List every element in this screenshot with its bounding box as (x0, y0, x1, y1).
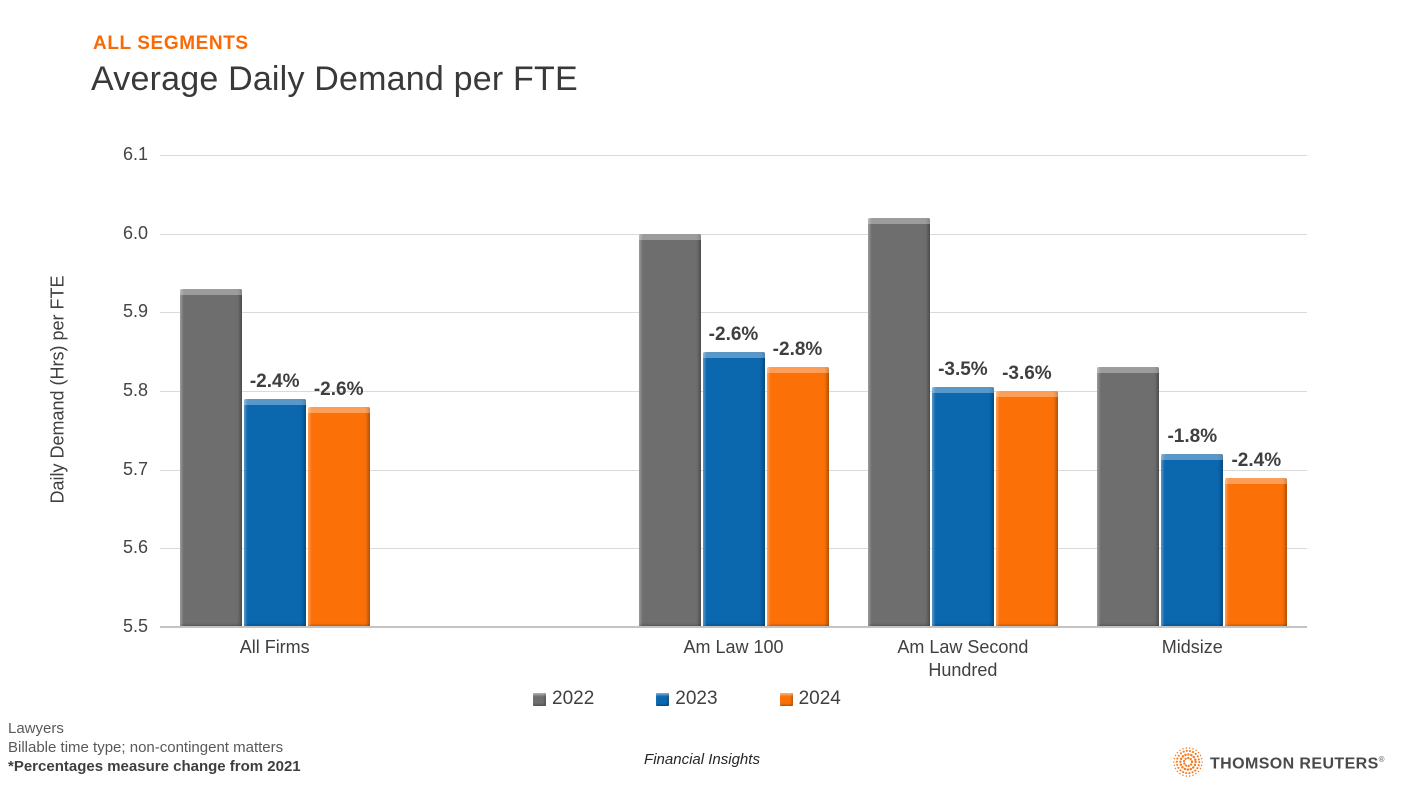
x-category-label-am-law-second-hundred: Am Law Second Hundred (897, 637, 1029, 680)
brand-name: THOMSON REUTERS® (1210, 755, 1385, 773)
segment-eyebrow: ALL SEGMENTS (93, 33, 249, 54)
gridline-6.0 (160, 233, 1307, 235)
bar-value-label-2023-am-law-100: -2.6% (708, 323, 759, 345)
thomson-reuters-logo: THOMSON REUTERS® (1173, 747, 1385, 782)
bar-2024-all-firms (307, 406, 370, 626)
bar-value-label-2023-all-firms: -2.4% (249, 370, 300, 392)
legend-label-2024: 2024 (798, 688, 841, 709)
x-category-label-am-law-100: Am Law 100 (683, 637, 784, 657)
legend-item-2023: 2023 (656, 688, 718, 710)
bar-2023-am-law-second-hundred (931, 387, 994, 626)
bar-2023-am-law-100 (702, 351, 765, 626)
footnotes: Lawyers Billable time type; non-continge… (8, 719, 301, 776)
bar-2022-midsize (1097, 367, 1160, 626)
y-tick-label-6.1: 6.1 (122, 144, 148, 164)
bar-2022-am-law-100 (638, 233, 701, 626)
bar-value-label-2023-am-law-second-hundred: -3.5% (938, 359, 988, 381)
footnote-population: Lawyers (8, 720, 64, 737)
bar-value-label-2024-midsize: -2.4% (1231, 449, 1282, 471)
footnote-time-type: Billable time type; non-contingent matte… (8, 739, 284, 756)
y-tick-label-5.6: 5.6 (122, 537, 148, 558)
legend-swatch-2024 (779, 692, 793, 706)
chart-plot-area: 6.1 6.0 5.9 5.8 5.7 5.6 5.5 All Firms -2.4% -2.6%… (123, 144, 1307, 680)
bar-2022-am-law-second-hundred (867, 217, 930, 626)
bar-value-label-2024-am-law-second-hundred: -3.6% (1002, 363, 1052, 384)
y-axis-title: Daily Demand (Hrs) per FTE (47, 275, 68, 504)
bar-2024-midsize (1225, 477, 1288, 626)
thomson-reuters-kinesis-icon (1173, 747, 1203, 782)
financial-insights-caption: Financial Insights (644, 751, 760, 768)
legend-label-2023: 2023 (675, 688, 718, 709)
legend-item-2022: 2022 (533, 688, 594, 710)
y-tick-label-5.7: 5.7 (122, 458, 148, 479)
bar-value-label-2023-midsize: -1.8% (1167, 425, 1218, 447)
x-axis-line (160, 626, 1307, 628)
x-category-label-midsize: Midsize (1161, 637, 1223, 657)
legend-swatch-2023 (656, 692, 670, 706)
legend-swatch-2022 (533, 692, 546, 706)
y-tick-label-5.8: 5.8 (122, 380, 148, 400)
bar-2023-all-firms (243, 398, 306, 626)
bar-value-label-2024-all-firms: -2.6% (313, 378, 364, 400)
registered-mark: ® (1378, 755, 1385, 765)
gridline-6.1 (160, 155, 1307, 156)
bar-2022-all-firms (179, 288, 242, 626)
legend-item-2024: 2024 (779, 688, 841, 710)
bar-2024-am-law-second-hundred (995, 391, 1058, 626)
bar-2024-am-law-100 (766, 367, 829, 626)
y-tick-label-5.5: 5.5 (122, 616, 148, 636)
x-category-label-all-firms: All Firms (239, 637, 310, 657)
gridline-5.9 (160, 312, 1307, 314)
footnote-percentages: *Percentages measure change from 2021 (8, 758, 301, 775)
bar-value-label-2024-am-law-100: -2.8% (772, 339, 823, 361)
legend-label-2022: 2022 (552, 688, 595, 709)
y-tick-label-6.0: 6.0 (122, 222, 148, 243)
y-tick-label-5.9: 5.9 (122, 301, 148, 322)
page-title: Average Daily Demand per FTE (91, 60, 578, 98)
chart-legend: 2022 2023 2024 (533, 688, 841, 710)
bar-2023-midsize (1161, 453, 1224, 626)
